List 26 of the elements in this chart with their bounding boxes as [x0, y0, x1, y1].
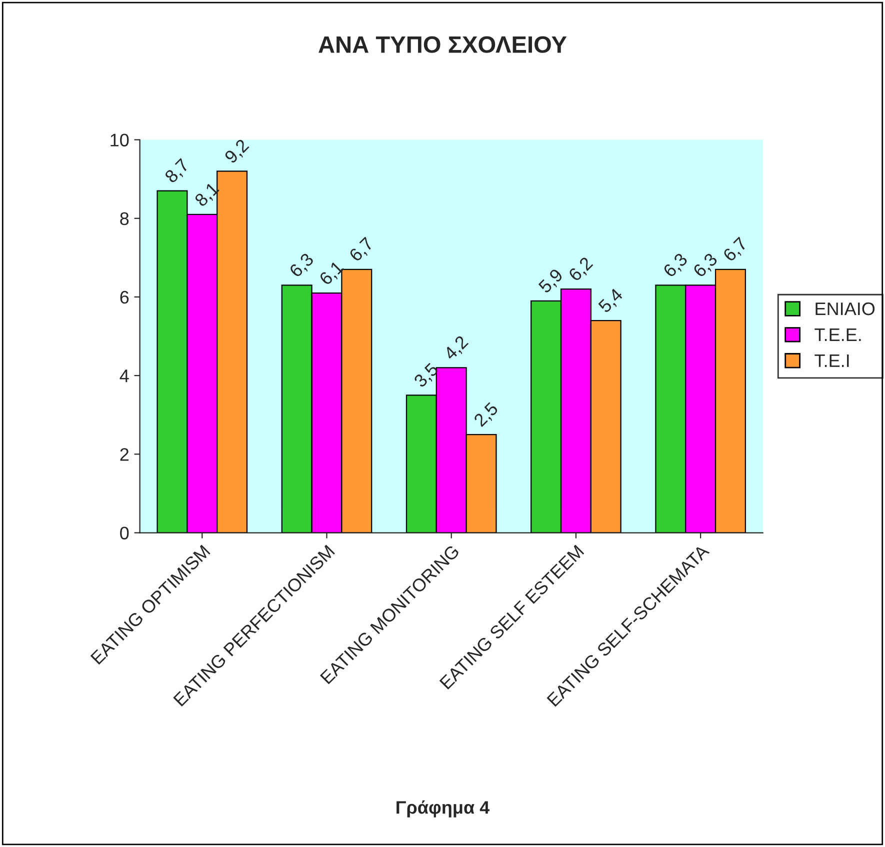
data-label: 3,5 [413, 362, 440, 390]
y-tick-label: 0 [120, 526, 129, 540]
data-label: 8,1 [194, 182, 222, 209]
legend-label: Τ.Ε.Ε. [814, 328, 861, 341]
data-label: 8,7 [164, 158, 192, 186]
y-tick-label: 2 [120, 448, 129, 461]
data-label: 6,7 [722, 236, 750, 264]
chart-title: ΑΝΑ ΤΥΠΟ ΣΧΟΛΕΙΟΥ [318, 36, 567, 53]
data-label: 4,2 [442, 334, 470, 362]
data-label: 6,7 [348, 236, 376, 264]
legend-label: ΕΝΙΑΙΟ [816, 302, 875, 316]
data-label: 6,1 [318, 260, 346, 288]
y-tick-label: 6 [120, 290, 129, 304]
y-tick-label: 10 [110, 134, 129, 146]
data-label: 5,9 [538, 268, 565, 296]
data-label: 2,5 [473, 402, 500, 429]
text: Γράφημα 4 [396, 800, 490, 818]
data-label: 6,2 [568, 256, 595, 284]
y-tick-label: 8 [120, 212, 129, 226]
data-label: 5,4 [598, 288, 625, 315]
data-label: 6,3 [692, 252, 720, 280]
legend-label: Τ.Ε.Ι [814, 354, 849, 367]
y-tick-label: 4 [120, 370, 129, 382]
data-label: 9,2 [224, 138, 251, 166]
data-label: 6,3 [288, 252, 316, 280]
data-label: 6,3 [662, 252, 690, 280]
